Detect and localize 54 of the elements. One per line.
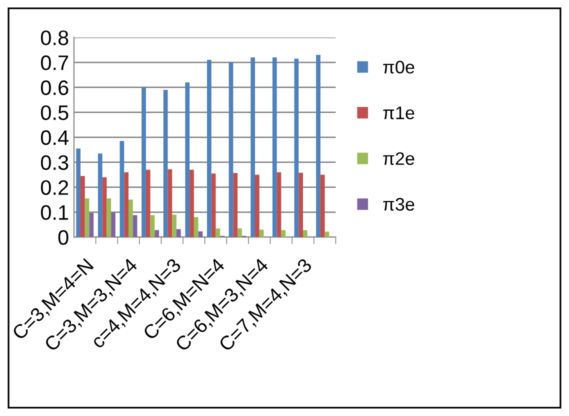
bar xyxy=(255,174,260,238)
y-tick-label: 0.8 xyxy=(40,30,68,46)
bar xyxy=(128,200,133,238)
bar xyxy=(216,228,220,238)
bar xyxy=(168,169,172,238)
bar xyxy=(111,212,116,238)
bar xyxy=(302,230,308,238)
y-tick-label: 0.1 xyxy=(40,205,68,220)
bar xyxy=(276,172,282,238)
bar xyxy=(272,57,277,238)
y-tick-label: 0.2 xyxy=(40,180,68,195)
legend-label: π1e xyxy=(383,106,414,120)
bar xyxy=(207,60,212,238)
legend-label: π3e xyxy=(383,198,414,211)
bar xyxy=(294,58,299,238)
bar xyxy=(194,217,198,238)
bar xyxy=(163,90,168,238)
y-tick-label: 0.5 xyxy=(40,105,68,120)
bar xyxy=(281,230,286,238)
bar xyxy=(298,172,303,238)
bar xyxy=(228,62,234,238)
bar xyxy=(102,177,107,238)
legend-label: π0e xyxy=(383,60,414,74)
bar xyxy=(172,214,176,238)
y-tick-label: 0.7 xyxy=(40,55,68,70)
bar xyxy=(80,176,85,238)
bar xyxy=(324,232,330,238)
bar xyxy=(89,212,94,238)
bar xyxy=(142,87,146,238)
bar xyxy=(106,198,112,238)
bar xyxy=(185,82,190,238)
bar xyxy=(98,154,102,238)
y-tick-label: 0.3 xyxy=(40,155,68,170)
bar xyxy=(320,174,325,238)
bar xyxy=(146,170,150,238)
bar xyxy=(211,173,216,238)
y-tick-label: 0.6 xyxy=(40,80,68,96)
bar xyxy=(150,215,155,238)
y-tick-label: 0 xyxy=(58,230,68,245)
bar xyxy=(124,172,128,238)
y-tick-label: 0.4 xyxy=(40,130,68,146)
bar xyxy=(132,215,138,238)
bar xyxy=(233,172,238,238)
bar xyxy=(190,170,194,238)
bar xyxy=(316,54,320,238)
bar xyxy=(76,148,81,238)
bar xyxy=(120,141,124,238)
bar xyxy=(259,230,264,238)
bar xyxy=(84,198,90,238)
bar xyxy=(250,57,256,238)
legend-label: π2e xyxy=(383,152,414,165)
bar xyxy=(154,230,160,238)
bar xyxy=(176,229,181,238)
bar xyxy=(238,228,242,238)
